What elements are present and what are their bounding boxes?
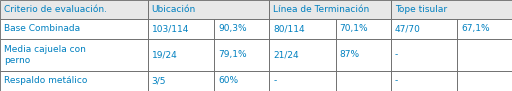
Bar [0, 0, 147, 19]
Bar [391, 19, 457, 39]
Text: -: - [273, 76, 276, 85]
Text: 19/24: 19/24 [152, 50, 177, 59]
Bar [0, 39, 147, 71]
Bar [391, 39, 457, 71]
Text: 103/114: 103/114 [152, 24, 189, 33]
Text: Base Combinada: Base Combinada [4, 24, 80, 33]
Text: Media cajuela con
perno: Media cajuela con perno [4, 45, 86, 65]
Bar [147, 71, 214, 91]
Text: 60%: 60% [218, 76, 238, 85]
Bar [391, 0, 512, 19]
Bar [269, 71, 335, 91]
Text: -: - [395, 50, 398, 59]
Text: 70,1%: 70,1% [339, 24, 368, 33]
Bar [269, 0, 391, 19]
Text: Criterio de evaluación.: Criterio de evaluación. [4, 5, 107, 14]
Text: 3/5: 3/5 [152, 76, 166, 85]
Bar [457, 19, 512, 39]
Text: 79,1%: 79,1% [218, 50, 247, 59]
Bar [214, 39, 269, 71]
Bar [391, 71, 457, 91]
Text: Tope tisular: Tope tisular [395, 5, 447, 14]
Bar [214, 19, 269, 39]
Text: Línea de Terminación: Línea de Terminación [273, 5, 369, 14]
Text: 90,3%: 90,3% [218, 24, 247, 33]
Bar [0, 71, 147, 91]
Bar [335, 19, 391, 39]
Bar [335, 39, 391, 71]
Bar [147, 19, 214, 39]
Bar [214, 71, 269, 91]
Text: 67,1%: 67,1% [461, 24, 490, 33]
Bar [147, 39, 214, 71]
Bar [457, 71, 512, 91]
Bar [147, 0, 269, 19]
Text: 80/114: 80/114 [273, 24, 305, 33]
Bar [0, 19, 147, 39]
Text: 21/24: 21/24 [273, 50, 298, 59]
Text: -: - [395, 76, 398, 85]
Bar [269, 39, 335, 71]
Text: 47/70: 47/70 [395, 24, 420, 33]
Text: Respaldo metálico: Respaldo metálico [4, 76, 88, 85]
Bar [269, 19, 335, 39]
Text: 87%: 87% [339, 50, 360, 59]
Bar [335, 71, 391, 91]
Text: Ubicación: Ubicación [152, 5, 196, 14]
Bar [457, 39, 512, 71]
